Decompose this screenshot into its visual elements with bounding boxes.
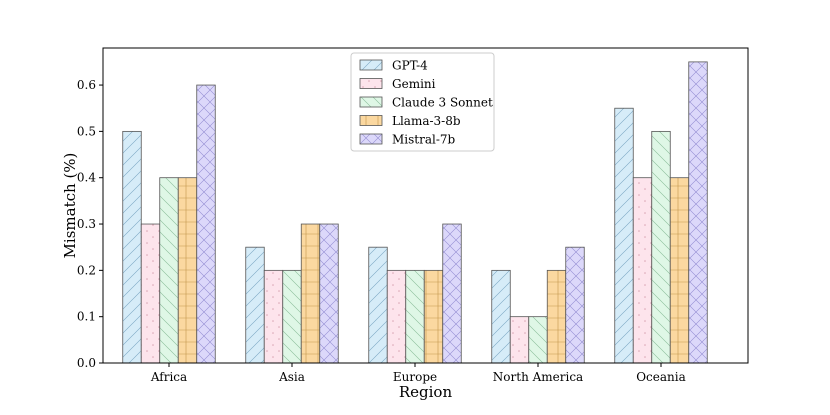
y-tick-label: 0.2: [77, 263, 96, 277]
bar-llama-3-8b-europe: [423, 269, 444, 364]
x-tick-label: Asia: [278, 370, 305, 384]
legend-label: Mistral-7b: [392, 133, 456, 147]
legend-swatch: [359, 96, 383, 108]
y-tick-label: 0.4: [77, 171, 96, 185]
legend-swatch: [359, 133, 383, 145]
y-tick-label: 0.0: [77, 356, 96, 370]
legend-label: Llama-3-8b: [392, 114, 461, 128]
bar-llama-3-8b-north-america: [546, 269, 567, 364]
bar-gemini-oceania: [632, 177, 653, 364]
legend-label: Claude 3 Sonnet: [392, 96, 493, 110]
bar-claude-3-sonnet-oceania: [651, 130, 671, 364]
bar-gpt-4-north-america: [491, 269, 511, 364]
legend-label: GPT-4: [392, 59, 428, 73]
bar-gpt-4-africa: [122, 130, 142, 364]
bar-claude-3-sonnet-north-america: [528, 316, 548, 364]
x-tick-label: Africa: [150, 370, 187, 384]
x-tick-label: Oceania: [636, 370, 686, 384]
plot-frame: [102, 47, 749, 364]
bar-gemini-north-america: [509, 316, 530, 364]
x-axis: Africa Asia Europe North America Oceania: [150, 363, 686, 384]
bar-llama-3-8b-asia: [300, 223, 321, 364]
bar-mistral-7b-oceania: [688, 61, 708, 364]
bar-gpt-4-oceania: [614, 107, 634, 364]
bar-claude-3-sonnet-asia: [282, 269, 302, 364]
x-tick-label: Europe: [393, 370, 437, 384]
bar-claude-3-sonnet-europe: [405, 269, 425, 364]
bar-gpt-4-europe: [368, 246, 388, 364]
y-tick-label: 0.3: [77, 217, 96, 231]
bar-gpt-4-asia: [245, 246, 265, 364]
y-tick-label: 0.6: [77, 78, 96, 92]
y-tick-label: 0.1: [77, 310, 96, 324]
legend-box: [350, 52, 495, 152]
bar-mistral-7b-africa: [196, 84, 216, 364]
bar-llama-3-8b-africa: [177, 177, 198, 364]
y-axis: 0.0 0.1 0.2 0.3 0.4 0.5 0.6: [77, 78, 103, 370]
bar-claude-3-sonnet-africa: [159, 177, 179, 364]
x-tick-label: North America: [493, 370, 583, 384]
bar-mistral-7b-north-america: [565, 246, 585, 364]
bar-mistral-7b-asia: [319, 223, 339, 364]
bar-gemini-europe: [386, 269, 407, 364]
legend: GPT-4 Gemini Claude 3 Sonnet Llama-3-8b Mist…: [350, 52, 495, 152]
bar-gemini-asia: [263, 269, 284, 364]
bar-gemini-africa: [140, 223, 161, 364]
legend-swatch: [359, 59, 383, 71]
y-axis-title: Mismatch (%): [61, 153, 79, 259]
legend-swatch: [359, 115, 383, 126]
legend-label: Gemini: [392, 77, 436, 91]
bars-layer: [122, 61, 708, 364]
legend-swatch: [359, 78, 383, 89]
bar-llama-3-8b-oceania: [669, 177, 690, 364]
bar-mistral-7b-europe: [442, 223, 462, 364]
x-axis-title: Region: [399, 383, 453, 401]
y-tick-label: 0.5: [77, 124, 96, 138]
